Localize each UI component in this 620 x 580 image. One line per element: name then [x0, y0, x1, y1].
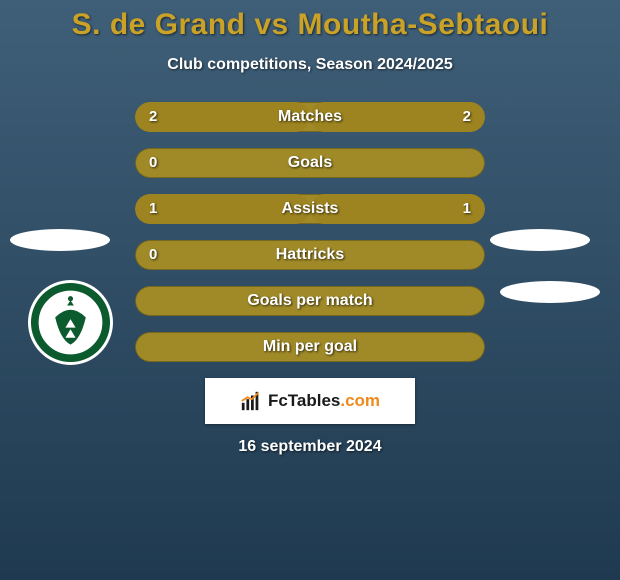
- bar-left-value: 2: [149, 102, 157, 132]
- chart-icon: [240, 390, 262, 412]
- bar-background: [135, 286, 485, 316]
- bar-right-fill: [310, 102, 485, 132]
- stat-row: Min per goal: [135, 332, 485, 362]
- bar-right-value: 2: [463, 102, 471, 132]
- bar-right-value: 1: [463, 194, 471, 224]
- bar-left-fill: [135, 194, 310, 224]
- right-player-badge-placeholder: [490, 229, 590, 251]
- bar-left-fill: [135, 102, 310, 132]
- stat-row: 11Assists: [135, 194, 485, 224]
- stat-row: 22Matches: [135, 102, 485, 132]
- logo-text-suffix: .com: [340, 391, 380, 410]
- bar-right-fill: [310, 194, 485, 224]
- stats-bars: 22Matches0Goals11Assists0HattricksGoals …: [135, 102, 485, 362]
- bar-left-value: 0: [149, 148, 157, 178]
- fctables-logo: FcTables.com: [205, 378, 415, 424]
- left-player-badge-placeholder: [10, 229, 110, 251]
- bar-background: [135, 332, 485, 362]
- subtitle: Club competitions, Season 2024/2025: [0, 56, 620, 74]
- stat-row: 0Hattricks: [135, 240, 485, 270]
- club-crest-icon: ·: [28, 280, 113, 365]
- stat-row: 0Goals: [135, 148, 485, 178]
- stat-row: Goals per match: [135, 286, 485, 316]
- left-club-badge: ·: [28, 280, 113, 365]
- logo-text: FcTables.com: [268, 391, 380, 411]
- right-club-badge-placeholder: [500, 281, 600, 303]
- infographic-root: S. de Grand vs Moutha-Sebtaoui Club comp…: [0, 0, 620, 580]
- svg-text:·: ·: [69, 289, 71, 296]
- content-area: · 22Matches0Goals11Assists0HattricksGoal…: [0, 102, 620, 456]
- bar-background: [135, 148, 485, 178]
- bar-left-value: 1: [149, 194, 157, 224]
- bar-background: [135, 240, 485, 270]
- page-title: S. de Grand vs Moutha-Sebtaoui: [0, 8, 620, 42]
- date-text: 16 september 2024: [0, 438, 620, 456]
- bar-left-value: 0: [149, 240, 157, 270]
- logo-text-main: FcTables: [268, 391, 340, 410]
